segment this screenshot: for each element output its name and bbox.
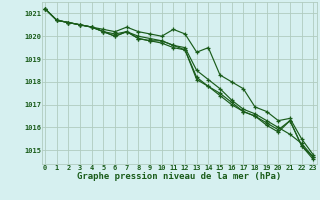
X-axis label: Graphe pression niveau de la mer (hPa): Graphe pression niveau de la mer (hPa) bbox=[77, 172, 281, 181]
